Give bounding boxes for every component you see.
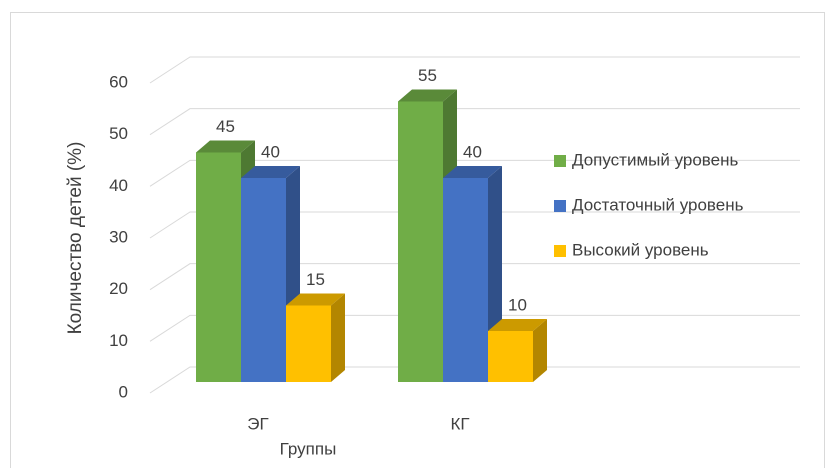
data-label: 45 (216, 117, 235, 136)
data-label: 55 (418, 66, 437, 85)
y-tick-label: 0 (119, 382, 128, 401)
bar (443, 178, 488, 382)
x-tick-label: ЭГ (247, 414, 268, 433)
x-axis-title: Группы (280, 439, 337, 458)
x-tick-label: КГ (450, 414, 469, 433)
bar-top (286, 293, 345, 306)
grid-line (149, 108, 800, 136)
legend-label: Достаточный уровень (572, 195, 744, 214)
y-tick-label: 20 (109, 279, 128, 298)
y-tick-label: 50 (109, 124, 128, 143)
bar (398, 101, 443, 382)
data-label: 15 (306, 270, 325, 289)
data-label: 40 (463, 142, 482, 161)
grid-line (149, 314, 800, 342)
y-tick-label: 10 (109, 331, 128, 350)
grid-line (149, 211, 800, 239)
y-tick-label: 40 (109, 176, 128, 195)
bar-top (398, 89, 457, 102)
bar-top (241, 166, 300, 178)
bar (286, 305, 331, 382)
bar-side (533, 319, 547, 382)
legend-swatch (554, 155, 566, 167)
bar-top (196, 140, 255, 153)
y-axis-title: Количество детей (%) (65, 142, 86, 335)
bar-side (331, 293, 345, 382)
bar (241, 178, 286, 382)
bar-top (443, 166, 502, 178)
y-tick-label: 60 (109, 72, 128, 91)
grid-line (149, 263, 800, 291)
legend-label: Высокий уровень (572, 240, 709, 259)
grid-line (149, 159, 800, 187)
legend-label: Допустимый уровень (572, 150, 738, 169)
data-label: 10 (508, 295, 527, 314)
grid-line (149, 366, 800, 394)
bar (488, 331, 533, 382)
bar-top (488, 319, 547, 331)
legend-swatch (554, 245, 566, 257)
grid-line (149, 56, 800, 84)
legend-swatch (554, 200, 566, 212)
bar (196, 152, 241, 382)
y-tick-label: 30 (109, 227, 128, 246)
data-label: 40 (261, 142, 280, 161)
